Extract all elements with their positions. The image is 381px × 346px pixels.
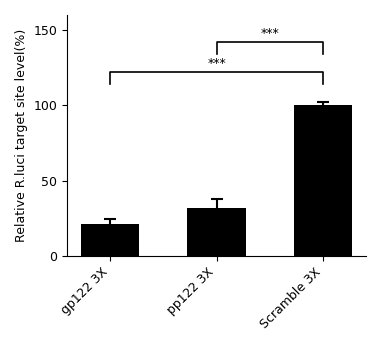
Bar xyxy=(81,224,139,256)
Y-axis label: Relative R.luci target site level(%): Relative R.luci target site level(%) xyxy=(15,29,28,242)
Text: ***: *** xyxy=(207,57,226,70)
Bar xyxy=(187,208,246,256)
Text: ***: *** xyxy=(261,27,279,40)
Bar xyxy=(294,105,352,256)
